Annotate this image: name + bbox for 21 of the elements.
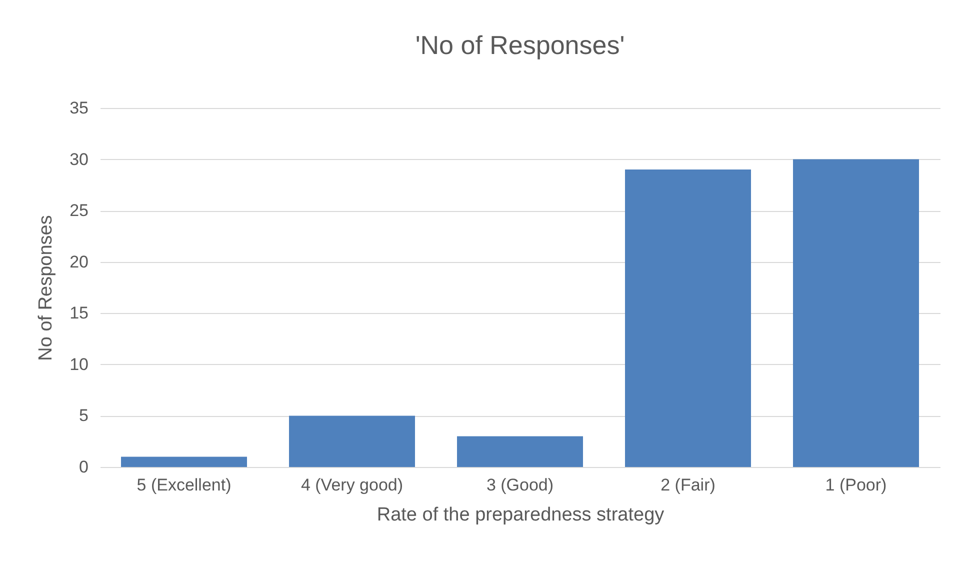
x-tick-label: 3 (Good) — [486, 476, 554, 494]
y-tick-label: 5 — [79, 406, 88, 426]
y-tick-label: 30 — [70, 150, 88, 169]
bar — [289, 416, 415, 467]
x-tick-label: 1 (Poor) — [825, 476, 887, 494]
y-axis-title: No of Responses — [36, 215, 57, 361]
x-axis-title: Rate of the preparedness strategy — [376, 504, 665, 526]
bar — [457, 436, 583, 467]
x-tick-label: 4 (Very good) — [300, 476, 404, 494]
y-tick-label: 10 — [70, 354, 88, 374]
x-tick-label: 2 (Fair) — [660, 476, 716, 494]
bar — [793, 159, 919, 467]
x-tick-label: 5 (Excellent) — [136, 476, 232, 494]
y-tick-label: 15 — [70, 304, 88, 323]
bar — [121, 456, 247, 467]
y-tick-label: 20 — [70, 252, 88, 272]
y-tick-label: 35 — [70, 98, 88, 118]
chart-title: 'No of Responses' — [415, 30, 625, 60]
y-tick-label: 0 — [79, 458, 88, 476]
bar — [625, 170, 751, 467]
y-tick-label: 25 — [70, 201, 88, 220]
